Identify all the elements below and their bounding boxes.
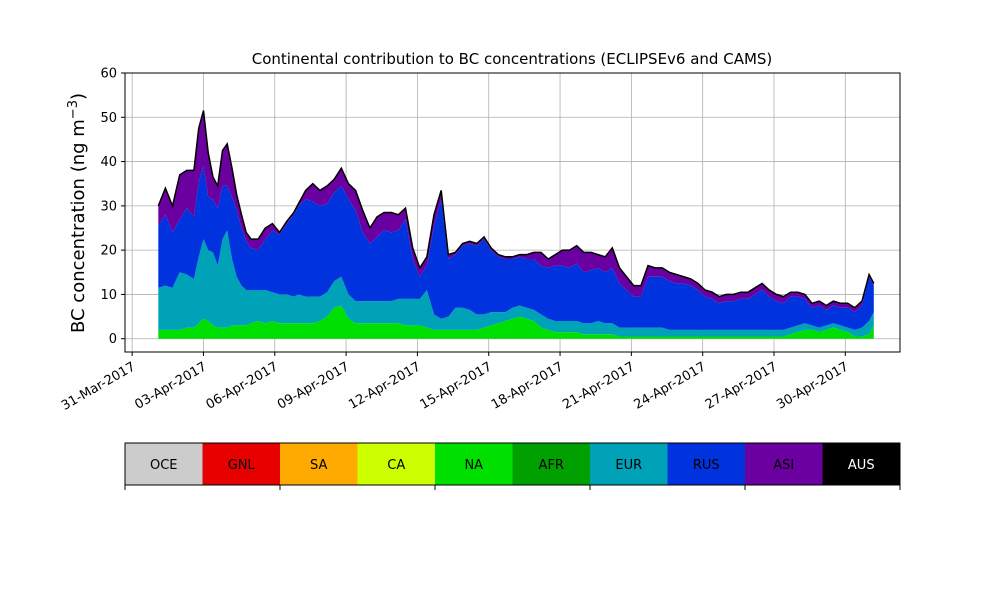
y-axis-label-main: BC concentration (ng m [68,119,89,333]
legend-swatch-gnl [202,443,280,485]
x-tick-label: 12-Apr-2017 [346,359,423,412]
legend-label-afr: AFR [539,458,564,473]
y-axis-label: BC concentration (ng m−3) [66,93,89,333]
total-line-layer [157,110,875,309]
legend-swatch-na [435,443,513,485]
area-na [158,305,874,339]
x-tick-label: 06-Apr-2017 [204,359,281,412]
x-tick-label: 27-Apr-2017 [703,359,780,412]
total-concentration-line [157,110,875,309]
legend-label-eur: EUR [615,458,642,473]
legend-swatch-sa [280,443,358,485]
legend-swatch-ca [357,443,435,485]
x-tick-label: 31-Mar-2017 [59,359,138,413]
x-tick-label: 21-Apr-2017 [560,359,637,412]
x-tick-label: 30-Apr-2017 [774,359,851,412]
legend-swatch-eur [590,443,668,485]
area-rus [158,166,874,330]
legend-swatch-aus [822,443,900,485]
area-layer [158,110,874,339]
x-tick-label: 24-Apr-2017 [632,359,709,412]
y-tick-label: 60 [100,67,117,82]
plot-frame [124,72,901,353]
legend-swatch-afr [512,443,590,485]
legend-label-sa: SA [310,458,327,473]
x-tick-label: 09-Apr-2017 [275,359,352,412]
x-tick-label: 03-Apr-2017 [132,359,209,412]
y-axis: 0 10 20 30 40 50 60 [100,67,125,347]
y-tick-label: 30 [100,199,117,214]
legend-label-oce: OCE [150,458,178,473]
y-tick-label: 50 [100,111,117,126]
y-axis-label-close: ) [68,93,89,100]
legend-label-gnl: GNL [228,458,256,473]
legend-frame [124,442,901,486]
x-tick-label: 15-Apr-2017 [418,359,495,412]
legend-swatch-oce [125,443,203,485]
y-axis-label-exponent: −3 [66,100,81,119]
x-axis: 31-Mar-201703-Apr-201706-Apr-201709-Apr-… [59,352,851,414]
legend-label-asi: ASI [773,458,794,473]
y-tick-label: 40 [100,155,117,170]
legend-swatch-rus [667,443,745,485]
legend-label-rus: RUS [693,458,720,473]
y-tick-label: 20 [100,244,117,259]
y-tick-label: 10 [100,288,117,303]
chart-title: Continental contribution to BC concentra… [252,50,773,68]
x-tick-label: 18-Apr-2017 [489,359,566,412]
legend-label-na: NA [464,458,483,473]
legend-swatch-asi [745,443,823,485]
color-legend: OCE GNL SA CA NA AFR EUR RUS ASI AUS [124,442,901,490]
area-eur [158,230,874,337]
legend-label-ca: CA [387,458,405,473]
y-tick-label: 0 [109,332,117,347]
legend-label-aus: AUS [848,458,875,473]
